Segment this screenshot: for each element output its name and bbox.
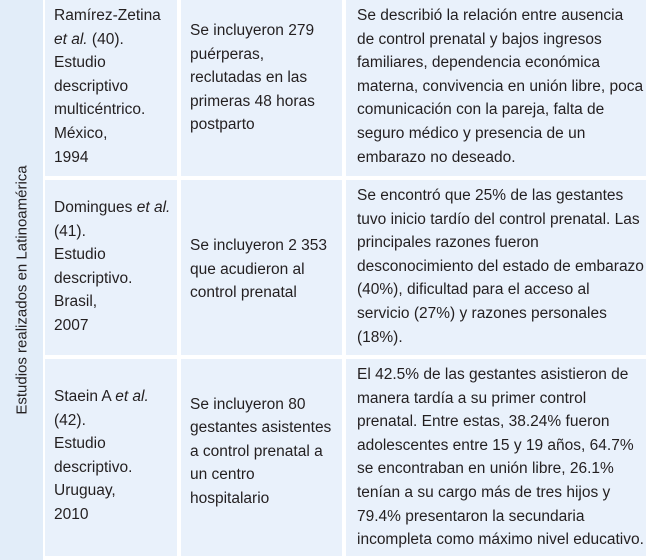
study-year: 2007 [54,316,89,334]
findings-text: El 42.5% de las gestantes asistieron de … [357,366,644,549]
row-group-header: Estudios realizados en Latinoamérica [0,0,43,560]
findings-cell: Se describió la relación entre ausencia … [347,0,650,176]
study-etal: et al. [136,199,171,216]
findings-text: Se describió la relación entre ausencia … [357,7,644,166]
study-author: Staein A [54,388,116,405]
study-ref: (40). [87,30,124,48]
row-group-label: Estudios realizados en Latinoamérica [13,165,31,415]
study-cell: Ramírez-Zetina et al. (40). Estudio desc… [44,0,177,176]
table-row: Domingues et al. (41). Estudio descripti… [44,180,650,355]
study-ref: (41). [54,222,86,240]
study-cell: Domingues et al. (41). Estudio descripti… [44,180,177,355]
study-etal: et al. [54,30,88,48]
sample-text: Se incluyeron 80 gestantes asistentes a … [190,395,332,507]
study-country: Uruguay, [54,482,116,500]
study-design: Estudio descriptivo. [54,435,133,476]
column-divider [342,0,346,560]
column-divider [177,0,181,560]
study-country: México, [54,124,108,142]
row-divider [44,355,650,359]
study-design: Estudio descriptivo. [54,246,133,287]
findings-cell: Se encontró que 25% de las gestantes tuv… [347,180,650,355]
study-author: Ramírez-Zetina [54,7,161,24]
column-divider [646,0,650,560]
findings-text: Se encontró que 25% de las gestantes tuv… [357,187,644,346]
study-ref: (42). [54,411,86,429]
study-etal: et al. [115,388,149,405]
column-divider [43,0,45,560]
study-country: Brasil, [54,293,98,311]
study-cell: Staein A et al. (42). Estudio descriptiv… [44,359,177,560]
table-row: Ramírez-Zetina et al. (40). Estudio desc… [44,0,650,176]
study-year: 1994 [54,148,89,166]
sample-cell: Se incluyeron 80 gestantes asistentes a … [182,359,342,560]
findings-cell: El 42.5% de las gestantes asistieron de … [347,359,650,560]
study-author: Domingues [54,199,137,216]
study-design: Estudio descriptivo multicéntrico. [54,54,146,119]
sample-cell: Se incluyeron 2 353 que acudieron al con… [182,180,342,355]
sample-text: Se incluyeron 2 353 que acudieron al con… [190,237,328,302]
row-divider [44,556,650,560]
sample-cell: Se incluyeron 279 puérperas, reclutadas … [182,0,342,176]
sample-text: Se incluyeron 279 puérperas, reclutadas … [190,22,315,134]
table-row: Staein A et al. (42). Estudio descriptiv… [44,359,650,560]
study-year: 2010 [54,505,89,523]
row-divider [44,176,650,180]
